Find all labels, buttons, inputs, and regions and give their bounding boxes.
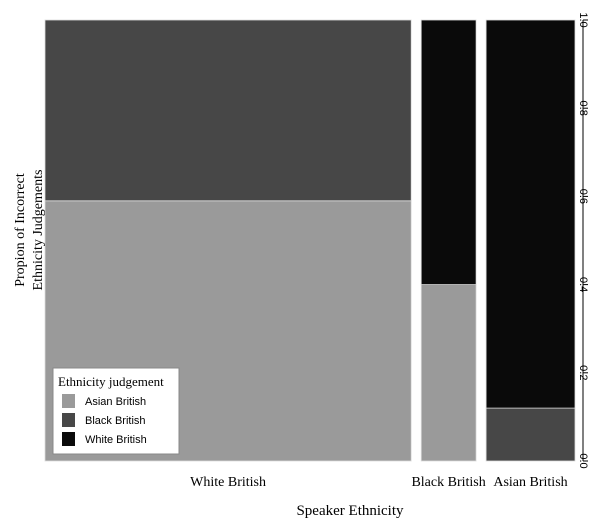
bars-layer [44,19,576,462]
y-axis: 0.0 0.2 0.4 0.6 0.8 1.0 [577,12,589,468]
legend-swatch-asian-british [62,394,75,408]
y-ticks: 0.0 0.2 0.4 0.6 0.8 1.0 [577,12,589,468]
x-tick-label-white-british: White British [190,475,266,490]
legend-label-white-british: White British [85,434,147,446]
y-axis-title-line-1: Propion of Incorrect [13,173,28,287]
y-tick-label: 1.0 [577,12,589,27]
x-tick-labels: White British Black British Asian British [190,475,567,490]
y-axis-title-line-2: Ethnicity Judgements [31,170,46,291]
legend-title: Ethnicity judgement [58,374,164,389]
tile-asian-british-white-british [485,19,576,409]
legend: Ethnicity judgement Asian British Black B… [52,367,180,455]
legend-label-black-british: Black British [85,415,146,427]
tile-white-british-black-british [44,19,412,202]
legend-label-asian-british: Asian British [85,396,146,408]
legend-entries: Asian British Black British White British [62,394,147,446]
y-tick-label: 0.4 [577,277,589,292]
tile-black-british-asian-british [420,284,477,462]
x-axis-title: Speaker Ethnicity [296,503,404,519]
y-axis-title: Propion of Incorrect Ethnicity Judgement… [13,170,46,291]
x-tick-label-black-british: Black British [411,475,485,490]
x-tick-label-asian-british: Asian British [493,475,567,490]
y-tick-label: 0.8 [577,101,589,116]
legend-swatch-white-british [62,432,75,446]
y-tick-label: 0.6 [577,189,589,204]
y-tick-label: 0.2 [577,365,589,380]
y-tick-label: 0.0 [577,453,589,468]
legend-swatch-black-british [62,413,75,427]
tile-black-british-white-british [420,19,477,286]
tile-asian-british-black-british [485,407,576,462]
